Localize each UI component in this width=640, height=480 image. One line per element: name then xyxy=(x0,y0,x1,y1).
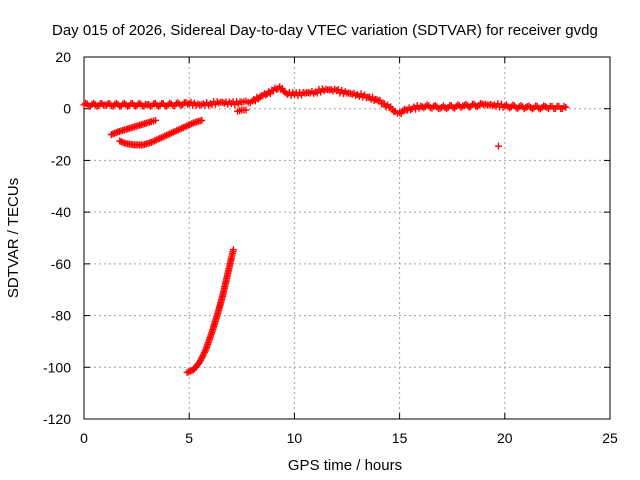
data-point xyxy=(200,348,208,356)
x-tick-label: 20 xyxy=(497,430,513,446)
series-steep-segment xyxy=(183,246,237,376)
y-tick-label: -60 xyxy=(51,256,71,272)
data-point xyxy=(507,103,515,111)
x-tick-label: 10 xyxy=(287,430,303,446)
data-point xyxy=(229,246,237,254)
data-point xyxy=(197,356,205,364)
data-point xyxy=(163,102,171,110)
data-series xyxy=(80,83,570,376)
y-tick-label: 0 xyxy=(63,101,71,117)
axis-ticks xyxy=(83,56,611,420)
data-point xyxy=(197,355,205,363)
data-point xyxy=(198,116,206,124)
y-tick-label: -20 xyxy=(51,152,71,168)
data-point xyxy=(334,86,342,94)
data-point xyxy=(119,100,127,108)
data-point xyxy=(164,101,172,109)
gridlines xyxy=(84,57,610,419)
data-point xyxy=(494,142,502,150)
data-point xyxy=(133,101,141,109)
data-point xyxy=(313,89,321,97)
data-point xyxy=(152,116,160,124)
series-arc-1 xyxy=(107,116,160,139)
x-axis-tick-labels: 0 5 10 15 20 25 xyxy=(80,430,618,446)
y-axis-tick-labels: 20 0 -20 -40 -60 -80 -100 -120 xyxy=(43,49,71,427)
data-point xyxy=(540,102,548,110)
data-point xyxy=(517,102,525,110)
data-point xyxy=(473,103,481,111)
series-dip-near-7-5h xyxy=(234,106,250,115)
data-point xyxy=(199,352,207,360)
data-point xyxy=(80,101,88,109)
data-point xyxy=(562,103,570,111)
x-tick-label: 25 xyxy=(602,430,618,446)
data-point xyxy=(431,101,439,109)
series-outlier xyxy=(494,142,502,150)
y-tick-label: -120 xyxy=(43,411,71,427)
chart-title: Day 015 of 2026, Sidereal Day-to-day VTE… xyxy=(52,22,598,39)
data-point xyxy=(242,106,250,114)
data-point xyxy=(201,347,209,355)
data-point xyxy=(200,350,208,358)
x-axis-title: GPS time / hours xyxy=(288,457,402,474)
data-point xyxy=(412,105,420,113)
series-main-trace xyxy=(80,83,570,117)
y-axis-title: SDTVAR / TECUs xyxy=(5,178,22,298)
x-tick-label: 15 xyxy=(392,430,408,446)
data-point xyxy=(198,353,206,361)
data-point xyxy=(91,101,99,109)
data-point xyxy=(543,103,551,111)
y-tick-label: -80 xyxy=(51,308,71,324)
plot-frame xyxy=(83,56,611,420)
data-point xyxy=(443,105,451,113)
y-tick-label: -40 xyxy=(51,204,71,220)
x-tick-label: 5 xyxy=(185,430,193,446)
x-tick-label: 0 xyxy=(80,430,88,446)
y-tick-label: -100 xyxy=(43,359,71,375)
y-tick-label: 20 xyxy=(55,49,71,65)
series-arc-2 xyxy=(116,116,206,149)
data-point xyxy=(396,109,404,117)
data-point xyxy=(196,358,204,366)
